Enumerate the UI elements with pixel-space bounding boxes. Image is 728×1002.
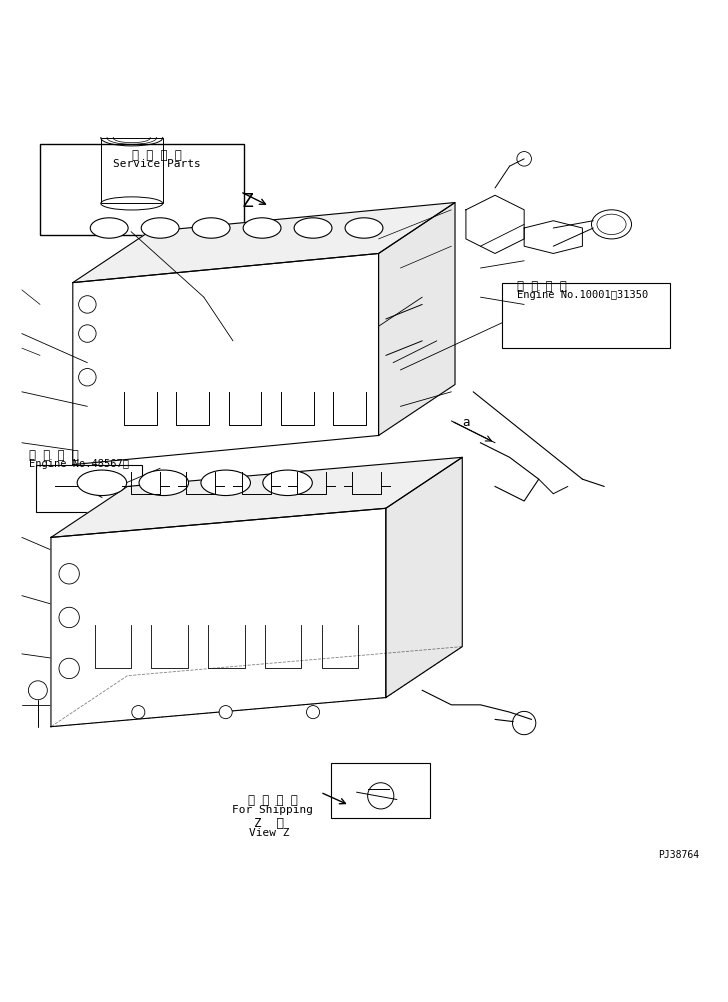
Ellipse shape — [90, 217, 128, 238]
Text: 運 搬 部 品: 運 搬 部 品 — [248, 795, 298, 808]
Circle shape — [59, 658, 79, 678]
Circle shape — [219, 705, 232, 718]
Ellipse shape — [294, 217, 332, 238]
Ellipse shape — [263, 470, 312, 496]
Circle shape — [132, 705, 145, 718]
Ellipse shape — [201, 470, 250, 496]
Text: 補 給 専 用: 補 給 専 用 — [132, 148, 181, 161]
Text: View Z: View Z — [249, 828, 290, 838]
Text: Z  視: Z 視 — [254, 817, 285, 830]
Text: Engine No.10001～31350: Engine No.10001～31350 — [517, 290, 648, 300]
Ellipse shape — [345, 217, 383, 238]
Ellipse shape — [141, 217, 179, 238]
Text: PJ38764: PJ38764 — [658, 850, 699, 860]
Bar — [36, 465, 142, 512]
Bar — [331, 764, 430, 818]
Text: 適 用 号 機: 適 用 号 機 — [517, 280, 567, 293]
Text: Service Parts: Service Parts — [113, 159, 200, 169]
Polygon shape — [386, 457, 462, 697]
Text: Engine No.48567～: Engine No.48567～ — [29, 459, 129, 469]
Bar — [40, 144, 244, 235]
Text: Z: Z — [242, 191, 253, 210]
Polygon shape — [73, 202, 455, 283]
Ellipse shape — [77, 470, 127, 496]
Ellipse shape — [192, 217, 230, 238]
Text: 適 用 号 機: 適 用 号 機 — [29, 449, 79, 462]
Ellipse shape — [243, 217, 281, 238]
Polygon shape — [51, 457, 462, 537]
Polygon shape — [51, 508, 386, 726]
Circle shape — [79, 325, 96, 343]
Polygon shape — [379, 202, 455, 436]
Text: For Shipping: For Shipping — [232, 805, 314, 815]
Circle shape — [59, 563, 79, 584]
Circle shape — [79, 296, 96, 314]
Bar — [502, 283, 670, 348]
Ellipse shape — [139, 470, 189, 496]
Circle shape — [79, 369, 96, 386]
Circle shape — [306, 705, 320, 718]
Text: a: a — [404, 647, 411, 660]
Text: a: a — [462, 416, 470, 429]
Polygon shape — [73, 254, 379, 465]
Circle shape — [59, 607, 79, 627]
Bar — [100, 138, 163, 203]
